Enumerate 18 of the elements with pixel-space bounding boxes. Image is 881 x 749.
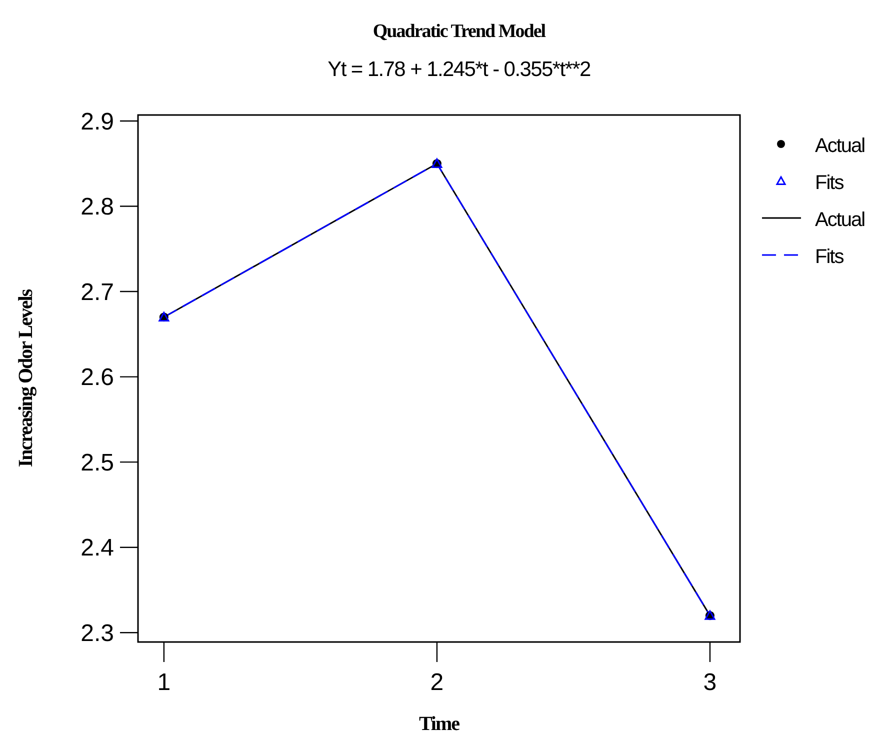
legend-label: Fits xyxy=(815,246,844,268)
chart-title: Quadratic Trend Model xyxy=(372,21,546,42)
y-tick-label: 2.9 xyxy=(80,108,114,136)
y-axis-title: Increasing Odor Levels xyxy=(15,288,37,468)
y-tick-label: 2.6 xyxy=(80,364,114,392)
y-tick-label: 2.4 xyxy=(80,534,114,562)
legend-label: Fits xyxy=(815,172,844,194)
x-tick-label: 3 xyxy=(703,669,717,696)
y-tick-label: 2.7 xyxy=(80,278,114,306)
x-axis-title: Time xyxy=(418,713,460,735)
y-tick-label: 2.3 xyxy=(80,620,114,648)
y-tick-label: 2.8 xyxy=(80,194,114,221)
legend-label: Actual xyxy=(815,209,866,231)
x-tick-label: 1 xyxy=(157,669,171,696)
x-tick-label: 2 xyxy=(430,669,444,696)
y-tick-label: 2.5 xyxy=(80,449,114,476)
chart-subtitle: Yt = 1.78 + 1.245*t - 0.355*t**2 xyxy=(328,58,591,81)
legend-label: Actual xyxy=(815,135,866,157)
